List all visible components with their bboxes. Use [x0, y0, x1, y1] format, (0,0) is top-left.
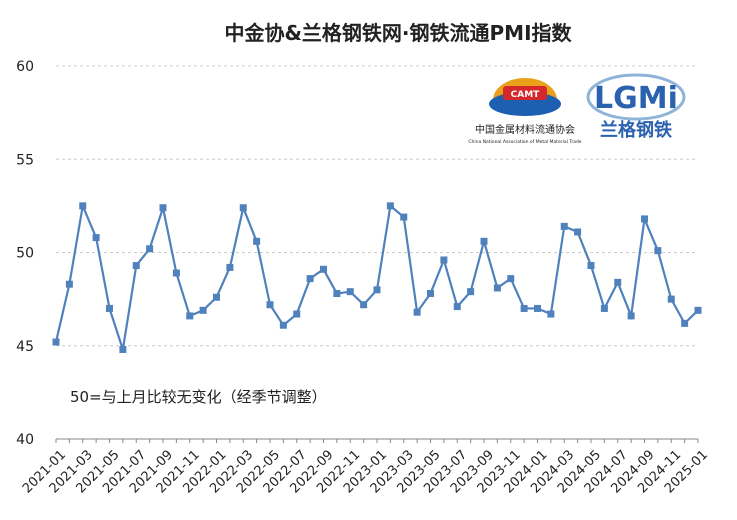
data-marker — [413, 308, 421, 316]
data-marker — [641, 215, 648, 223]
chart-title: 中金协&兰格钢铁网·钢铁流通PMI指数 — [224, 21, 572, 45]
data-marker — [560, 222, 568, 230]
data-marker — [547, 310, 555, 318]
data-marker — [239, 204, 247, 212]
data-marker — [293, 310, 301, 318]
data-marker — [694, 306, 702, 314]
data-marker — [172, 269, 180, 277]
data-marker — [574, 228, 582, 236]
data-marker — [253, 237, 261, 245]
y-tick-label: 60 — [16, 59, 34, 75]
data-marker — [186, 312, 194, 320]
data-marker — [614, 278, 622, 286]
data-marker — [333, 290, 341, 298]
data-marker — [146, 245, 154, 253]
data-marker — [52, 338, 60, 346]
data-marker — [534, 304, 541, 312]
data-marker — [346, 288, 354, 296]
data-marker — [480, 237, 488, 245]
data-marker — [279, 321, 287, 329]
data-marker — [306, 275, 314, 283]
data-marker — [199, 306, 207, 314]
lgmi-logo: LGMi 兰格钢铁 — [586, 73, 686, 141]
y-tick-label: 55 — [16, 152, 34, 168]
data-marker — [360, 301, 368, 309]
logo-ring — [586, 73, 686, 121]
logo-mark: LGMi — [594, 81, 678, 116]
data-marker — [427, 290, 434, 298]
data-marker — [79, 202, 87, 210]
data-marker — [320, 265, 327, 273]
data-marker — [400, 213, 408, 221]
data-marker — [119, 345, 127, 353]
data-marker — [266, 301, 274, 309]
y-tick-label: 45 — [16, 339, 34, 355]
data-marker — [627, 312, 635, 320]
data-marker — [65, 280, 73, 288]
data-marker — [667, 295, 675, 303]
camt-logo: CAMT 中国金属材料流通协会 China National Associati… — [468, 78, 582, 145]
data-marker — [681, 319, 689, 327]
logo-badge — [503, 86, 547, 100]
data-marker — [132, 262, 140, 270]
data-marker — [213, 293, 220, 301]
logo-english: China National Association of Metal Mate… — [468, 139, 581, 145]
data-marker — [587, 262, 595, 270]
data-marker — [159, 204, 167, 212]
data-marker — [106, 304, 113, 312]
y-tick-label: 50 — [16, 246, 34, 262]
data-marker — [654, 247, 662, 255]
data-marker — [453, 303, 461, 311]
logo-name: 中国金属材料流通协会 — [475, 123, 575, 136]
logo-name: 兰格钢铁 — [600, 119, 672, 141]
y-tick-label: 40 — [16, 432, 34, 448]
logo-badge-text: CAMT — [511, 90, 541, 100]
data-marker — [507, 275, 515, 283]
data-line — [54, 201, 699, 350]
data-marker — [92, 234, 100, 242]
data-marker — [373, 286, 381, 294]
data-marker — [226, 263, 234, 271]
data-marker — [520, 304, 528, 312]
data-marker — [440, 256, 448, 264]
data-marker — [386, 202, 394, 210]
annotation: 50=与上月比较无变化（经季节调整） — [70, 388, 327, 406]
data-marker — [493, 284, 501, 292]
data-marker — [467, 288, 475, 296]
data-marker — [600, 304, 608, 312]
